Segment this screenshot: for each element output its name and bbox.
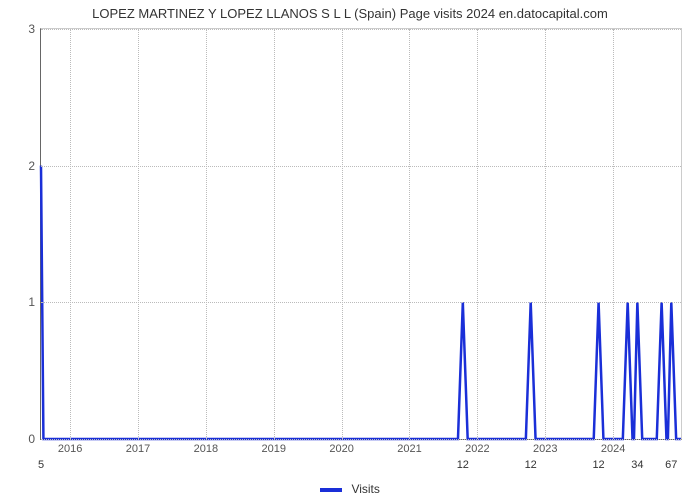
point-value-label: 67 [665, 459, 677, 471]
gridline-v [138, 29, 139, 439]
chart-title: LOPEZ MARTINEZ Y LOPEZ LLANOS S L L (Spa… [0, 6, 700, 21]
plot-area: 0123201620172018201920202021202220232024… [40, 28, 682, 440]
legend-swatch [320, 488, 342, 492]
x-tick-label: 2017 [126, 443, 150, 455]
x-tick-label: 2021 [397, 443, 421, 455]
x-tick-label: 2016 [58, 443, 82, 455]
gridline-v [477, 29, 478, 439]
point-value-label: 34 [631, 459, 643, 471]
x-tick-label: 2024 [601, 443, 625, 455]
x-tick-label: 2023 [533, 443, 557, 455]
y-tick-label: 0 [28, 432, 35, 446]
y-tick-label: 3 [28, 22, 35, 36]
gridline-v [274, 29, 275, 439]
gridline-v [70, 29, 71, 439]
gridline-v [342, 29, 343, 439]
gridline-v [613, 29, 614, 439]
x-tick-label: 2022 [465, 443, 489, 455]
gridline-v [409, 29, 410, 439]
point-value-label: 12 [457, 459, 469, 471]
gridline-v [206, 29, 207, 439]
x-tick-label: 2018 [194, 443, 218, 455]
point-value-label: 5 [38, 459, 44, 471]
legend: Visits [0, 482, 700, 496]
chart-container: LOPEZ MARTINEZ Y LOPEZ LLANOS S L L (Spa… [0, 0, 700, 500]
point-value-label: 12 [592, 459, 604, 471]
point-value-label: 12 [525, 459, 537, 471]
x-tick-label: 2019 [261, 443, 285, 455]
legend-label: Visits [351, 482, 379, 496]
gridline-v [545, 29, 546, 439]
gridline-h [41, 439, 681, 440]
y-tick-label: 2 [28, 159, 35, 173]
y-tick-label: 1 [28, 295, 35, 309]
x-tick-label: 2020 [329, 443, 353, 455]
